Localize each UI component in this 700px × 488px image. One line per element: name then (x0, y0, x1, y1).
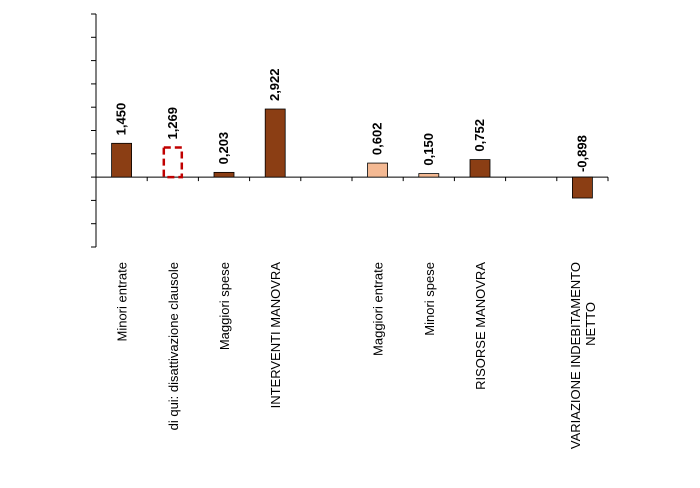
x-tick-label: INTERVENTI MANOVRA (268, 262, 283, 409)
data-label: -0,898 (574, 135, 589, 172)
bar (469, 159, 491, 178)
bar (111, 142, 132, 178)
bar (367, 162, 389, 178)
x-tick-label: di qui: disattivazione clausole (166, 262, 181, 430)
x-tick-label: VARIAZIONE INDEBITAMENTO (568, 262, 583, 449)
data-label: 0,752 (472, 119, 487, 152)
category-labels: Minori entrate di qui: disattivazione cla… (115, 262, 598, 449)
data-label: 1,450 (114, 103, 129, 136)
data-label: 0,150 (421, 133, 436, 166)
bar (572, 176, 593, 199)
value-labels: 1,450 1,269 0,203 2,922 0,602 0,150 0,752 -0,89… (114, 68, 590, 172)
data-label: 0,602 (370, 123, 385, 156)
x-tick-label: Maggiori spese (217, 262, 232, 350)
x-tick-label: Maggiori entrate (371, 262, 386, 356)
data-label: 1,269 (165, 107, 180, 140)
data-label: 2,922 (267, 68, 282, 101)
x-tick-label: Minori entrate (115, 262, 130, 341)
x-tick-label: Minori spese (422, 262, 437, 336)
data-label: 0,203 (216, 132, 231, 165)
x-tick-label: NETTO (583, 302, 598, 346)
bars (111, 108, 593, 199)
bar (418, 173, 440, 178)
x-tick-label: RISORSE MANOVRA (473, 262, 488, 390)
bar (213, 171, 235, 178)
bar (264, 108, 286, 178)
bar-dashed (162, 146, 184, 179)
